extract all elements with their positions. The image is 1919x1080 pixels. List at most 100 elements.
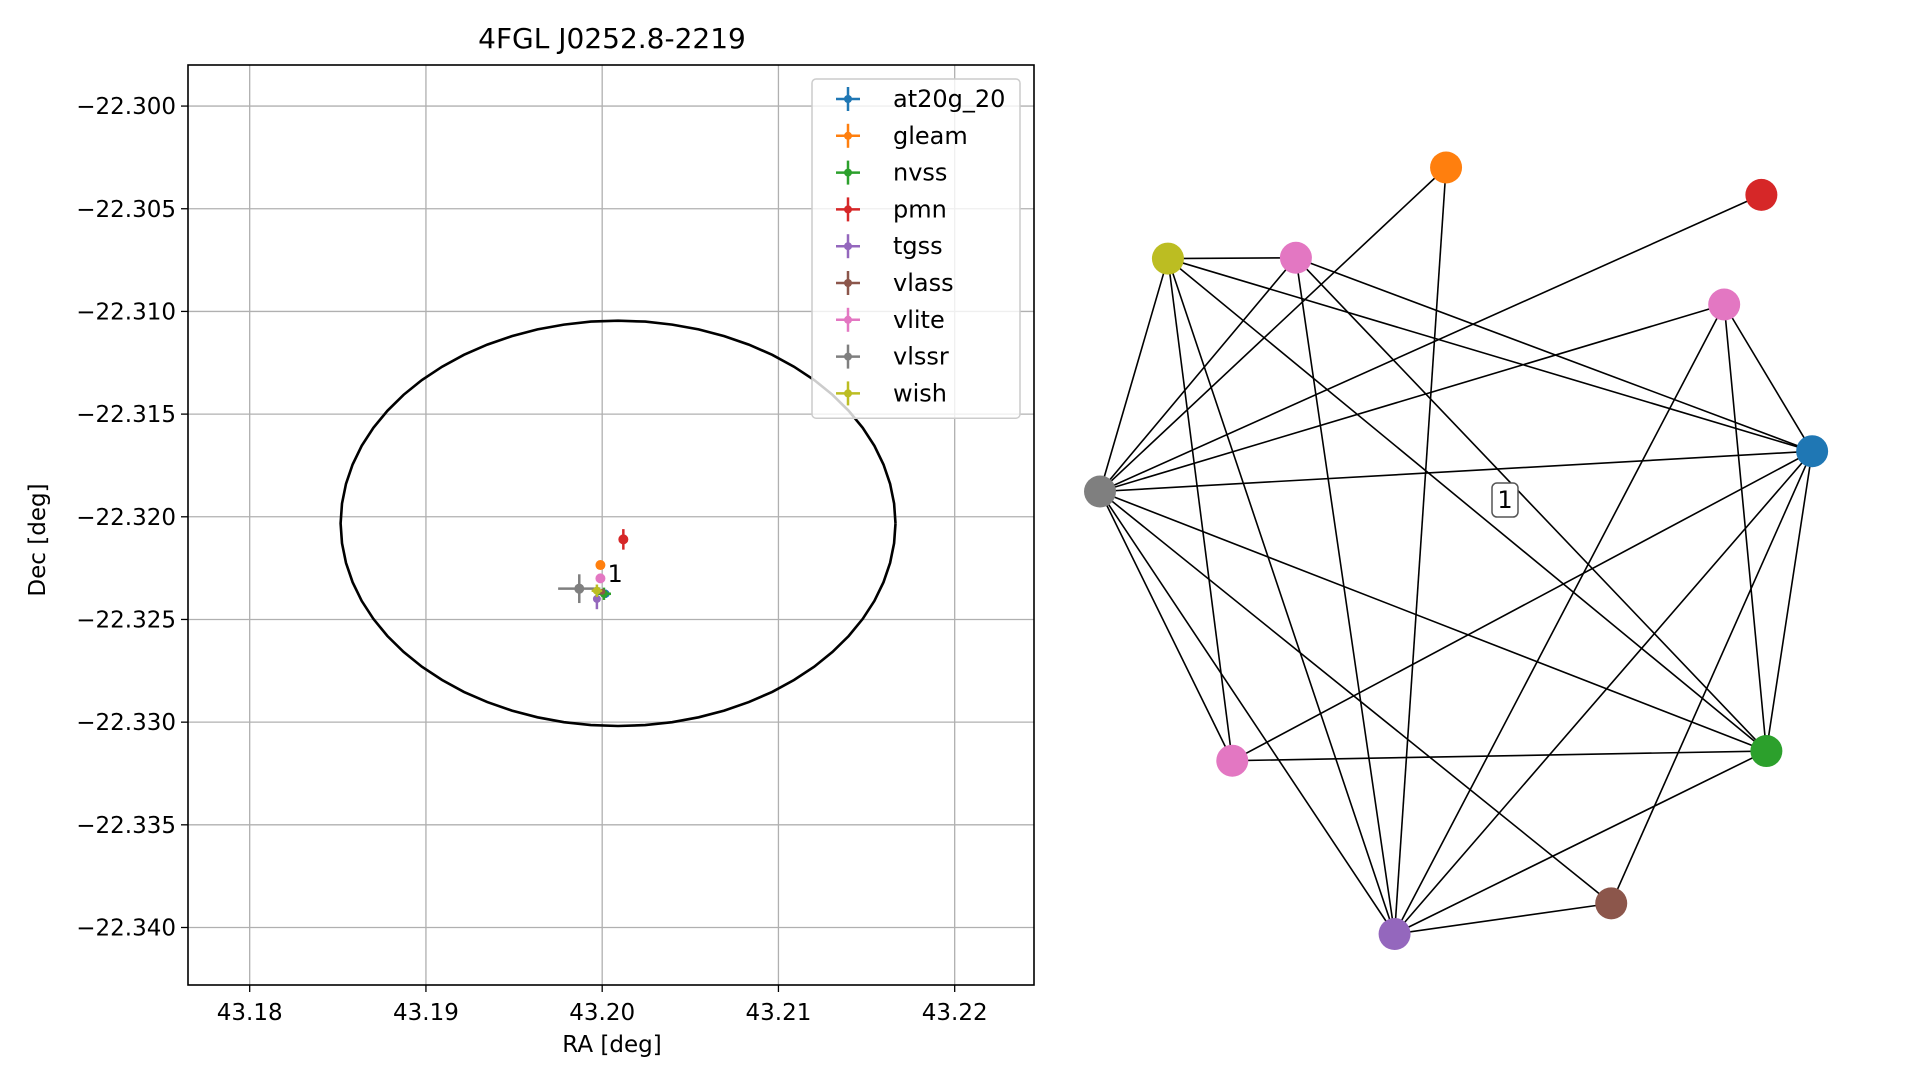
scatter-plot: 4FGL J0252.8-2219 1 43.18 43.19 43.20 43.21… xyxy=(25,22,1035,1058)
edge-olive-pink-bottom xyxy=(1167,258,1234,761)
marker xyxy=(595,560,606,571)
x-tick-label: 43.20 xyxy=(569,1000,635,1026)
edge-blue-green xyxy=(1765,451,1813,752)
edge-blue-purple xyxy=(1393,450,1813,935)
legend-swatch-marker xyxy=(844,352,852,361)
edge-purple-brown xyxy=(1394,902,1612,935)
legend-label: nvss xyxy=(893,159,947,187)
edge-pink-top-blue xyxy=(1295,257,1813,452)
edge-gray-blue xyxy=(1099,450,1813,493)
node-gray xyxy=(1084,475,1116,508)
y-axis-label: Dec [deg] xyxy=(25,483,51,596)
y-tick-label: −22.305 xyxy=(76,197,176,223)
marker xyxy=(574,583,585,594)
chart-title: 4FGL J0252.8-2219 xyxy=(478,22,746,55)
edge-olive-pink-top xyxy=(1167,256,1296,260)
legend-swatch-marker xyxy=(844,242,852,251)
y-tick-label: −22.320 xyxy=(76,505,176,531)
edge-gray-orange xyxy=(1099,166,1447,493)
marker xyxy=(595,573,606,584)
node-blue xyxy=(1796,435,1829,468)
y-axis-ticks: −22.300 −22.305 −22.310 −22.315 −22.320 −22.3… xyxy=(76,94,188,942)
legend-swatch-marker xyxy=(844,95,852,103)
legend-swatch-marker xyxy=(844,205,852,214)
legend-swatch-marker xyxy=(844,389,852,398)
legend-label: gleam xyxy=(893,122,968,150)
y-tick-label: −22.310 xyxy=(76,299,176,325)
edge-purple-orange xyxy=(1393,167,1447,935)
point-wish xyxy=(591,584,603,597)
legend-label: pmn xyxy=(893,195,947,223)
edge-pink-top-purple xyxy=(1295,257,1396,935)
legend-swatch-marker xyxy=(844,168,852,177)
legend-entry-at20g_20: at20g_20 xyxy=(836,85,1005,113)
x-tick-label: 43.19 xyxy=(393,1000,459,1026)
y-tick-label: −22.335 xyxy=(76,813,176,839)
legend-swatch-marker xyxy=(844,279,852,287)
node-olive xyxy=(1151,242,1184,275)
point-pmn xyxy=(618,529,629,550)
legend-entry-vlass: vlass xyxy=(836,269,954,297)
legend-label: tgss xyxy=(893,232,943,260)
node-red xyxy=(1745,178,1778,211)
edge-label-box xyxy=(1491,482,1519,518)
legend-box xyxy=(811,78,1021,419)
x-tick-label: 43.21 xyxy=(746,1000,812,1026)
x-tick-label: 43.18 xyxy=(217,1000,283,1026)
edge-blue-brown xyxy=(1610,450,1813,904)
y-tick-label: −22.300 xyxy=(76,94,176,120)
legend-label: at20g_20 xyxy=(893,85,1005,113)
legend-label: vlite xyxy=(893,306,945,334)
edge-gray-pink-top xyxy=(1099,257,1297,493)
y-tick-label: −22.330 xyxy=(76,710,176,736)
legend-label: vlass xyxy=(893,269,954,297)
edge-gray-brown xyxy=(1099,490,1612,904)
annotations: 1 xyxy=(607,560,622,588)
point-vlite xyxy=(595,573,606,584)
legend-entry-vlssr: vlssr xyxy=(836,343,949,371)
legend-entry-tgss: tgss xyxy=(836,232,943,260)
edge-green-pink-bottom xyxy=(1232,750,1767,762)
legend-entry-gleam: gleam xyxy=(836,122,968,150)
point-gleam xyxy=(595,560,606,571)
legend-swatch-marker xyxy=(844,131,852,140)
legend-swatch-marker xyxy=(844,315,852,324)
edge-gray-pink-bottom xyxy=(1099,491,1233,762)
x-tick-label: 43.22 xyxy=(922,1000,988,1026)
edge-blue-pink-bottom xyxy=(1231,450,1813,762)
edge-gray-olive xyxy=(1099,258,1169,492)
node-purple xyxy=(1378,918,1411,950)
y-tick-label: −22.315 xyxy=(76,402,176,428)
legend-label: wish xyxy=(893,379,947,407)
edge-gray-purple xyxy=(1099,491,1396,935)
edge-olive-purple xyxy=(1167,258,1396,935)
edge-gray-red xyxy=(1099,194,1762,493)
node-green xyxy=(1750,735,1783,768)
x-axis-ticks: 43.18 43.19 43.20 43.21 43.22 xyxy=(217,985,988,1026)
node-pink-top xyxy=(1279,241,1312,274)
legend-entry-nvss: nvss xyxy=(836,159,947,187)
node-pink-right xyxy=(1708,288,1741,321)
edge-green-purple xyxy=(1394,750,1767,935)
edge-pink-right-purple xyxy=(1393,304,1725,935)
legend-entry-wish: wish xyxy=(836,379,947,407)
graph-nodes xyxy=(1084,151,1829,950)
point-vlssr xyxy=(558,574,601,604)
node-brown xyxy=(1595,887,1628,920)
ellipse-outline xyxy=(339,319,897,728)
graph-edges xyxy=(1099,166,1813,935)
y-tick-label: −22.325 xyxy=(76,607,176,633)
marker xyxy=(592,586,601,595)
edge-label-text: 1 xyxy=(1497,486,1512,514)
network-graph: 1 xyxy=(1084,151,1829,950)
edge-gray-pink-right xyxy=(1099,303,1725,493)
y-tick-label: −22.340 xyxy=(76,916,176,942)
plot-frame xyxy=(187,64,1035,986)
legend-entry-vlite: vlite xyxy=(836,306,945,334)
edge-gray-green xyxy=(1099,490,1767,752)
edge-olive-green xyxy=(1167,257,1767,752)
marker xyxy=(618,534,629,545)
edge-pink-right-blue xyxy=(1723,304,1813,452)
